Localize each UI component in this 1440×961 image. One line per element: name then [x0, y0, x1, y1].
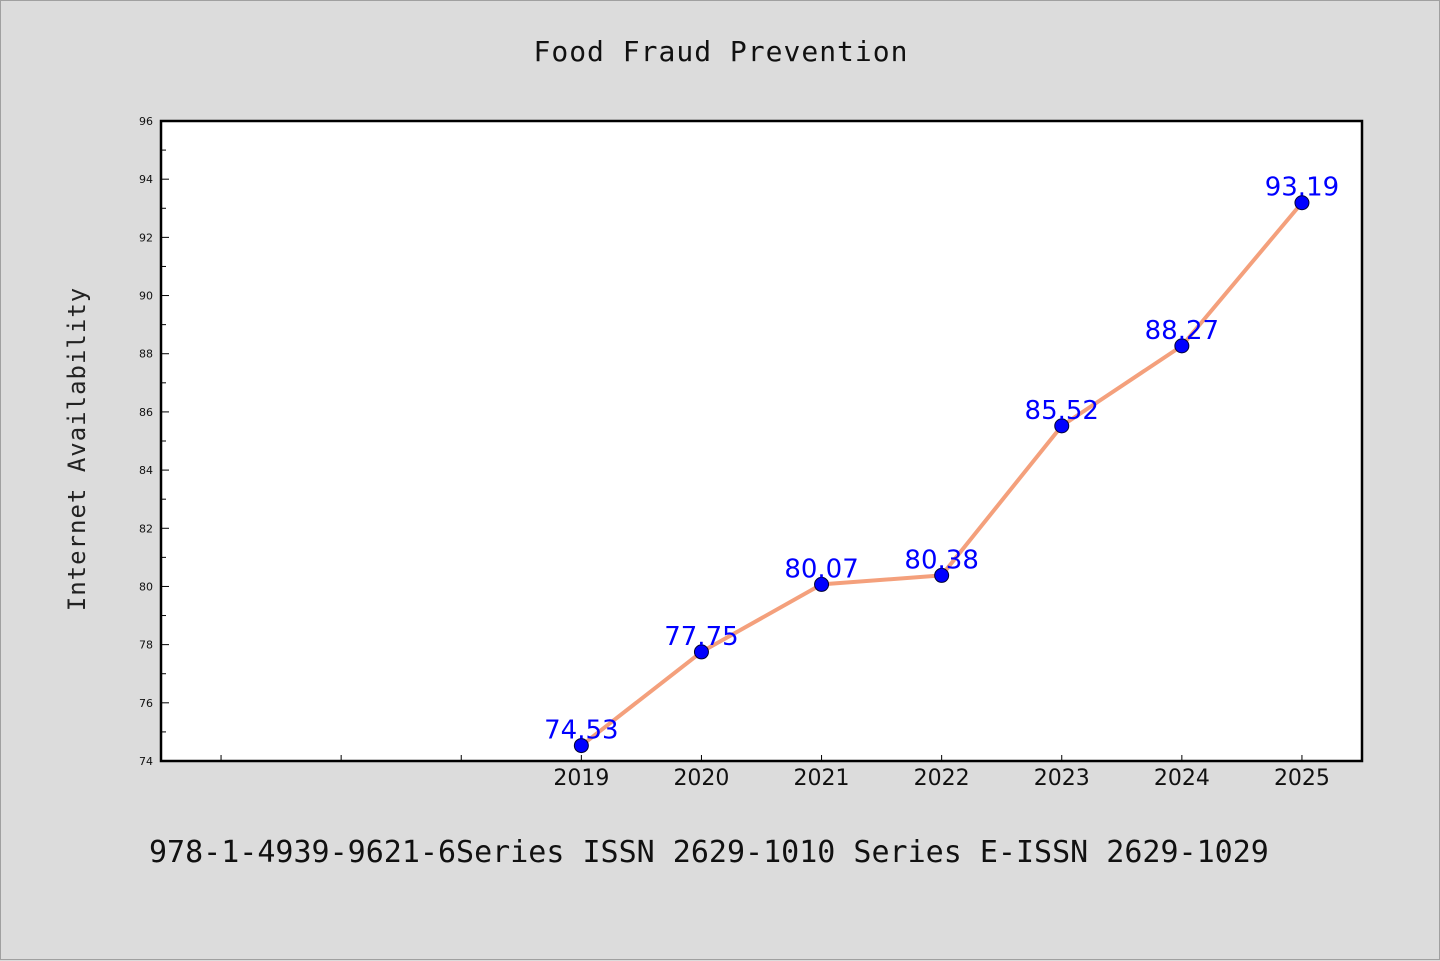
x-tick-label: 2024: [1154, 766, 1210, 791]
data-point: [1174, 338, 1190, 354]
y-tick-label: 84: [139, 464, 153, 477]
data-label: 88.27: [1145, 316, 1219, 346]
y-tick-label: 78: [139, 639, 153, 652]
x-tick-label: 2023: [1034, 766, 1090, 791]
x-tick-label: 2021: [794, 766, 850, 791]
y-tick-label: 88: [139, 348, 153, 361]
data-label: 74.53: [544, 716, 618, 746]
data-point: [693, 644, 709, 660]
x-tick-label: 2022: [914, 766, 970, 791]
chart-title: Food Fraud Prevention: [533, 35, 909, 68]
footer-text: 978-1-4939-9621-6Series ISSN 2629-1010 S…: [149, 835, 1269, 870]
plot-area: [159, 119, 1364, 763]
x-tick-label: 2020: [673, 766, 729, 791]
data-label: 77.75: [664, 622, 738, 652]
x-tick-label: 2019: [553, 766, 609, 791]
y-tick-label: 76: [139, 697, 153, 710]
data-point: [573, 738, 589, 754]
y-tick-label: 94: [139, 173, 153, 186]
y-tick-label: 92: [139, 231, 153, 244]
data-label: 85.52: [1025, 396, 1099, 426]
data-point: [814, 576, 830, 592]
y-tick-label: 96: [139, 115, 153, 128]
data-label: 80.38: [904, 545, 978, 575]
y-tick-label: 82: [139, 522, 153, 535]
y-tick-label: 80: [139, 580, 153, 593]
y-tick-label: 74: [139, 755, 153, 768]
x-tick-label: 2025: [1274, 766, 1330, 791]
data-point: [934, 567, 950, 583]
data-point: [1054, 418, 1070, 434]
y-tick-label: 90: [139, 290, 153, 303]
y-tick-label: 86: [139, 406, 153, 419]
data-label: 93.19: [1265, 173, 1339, 203]
data-point: [1294, 195, 1310, 211]
data-label: 80.07: [784, 554, 858, 584]
